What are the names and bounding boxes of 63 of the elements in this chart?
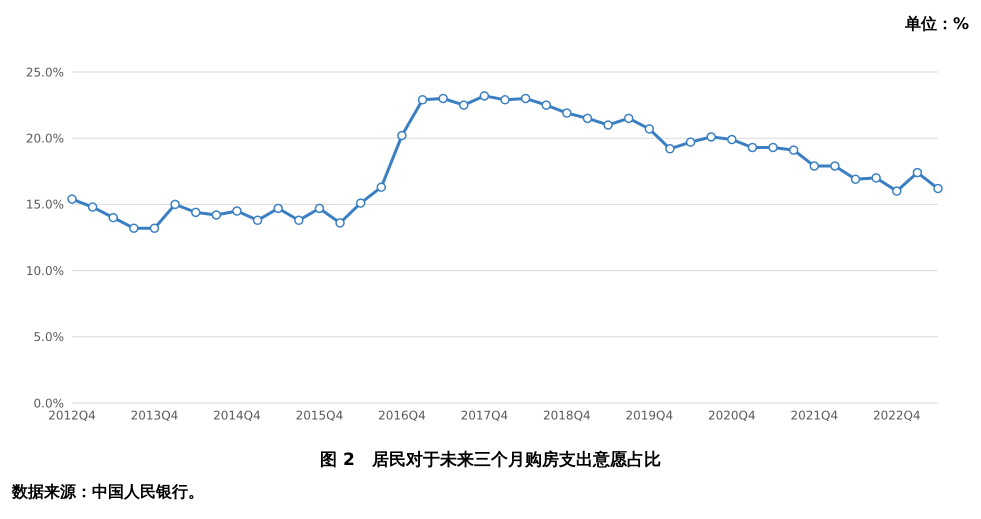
- point: [67, 194, 77, 204]
- point: [871, 173, 881, 183]
- y-tick-label: 5.0%: [34, 330, 64, 344]
- point: [356, 198, 366, 208]
- point: [686, 137, 696, 147]
- point: [108, 212, 118, 222]
- point: [582, 114, 592, 124]
- point: [933, 184, 943, 194]
- point: [727, 134, 737, 144]
- point: [850, 174, 860, 184]
- point: [438, 94, 448, 104]
- x-tick-label: 2015Q4: [296, 408, 344, 423]
- point: [500, 95, 510, 105]
- point: [418, 95, 428, 105]
- point: [273, 204, 283, 214]
- point: [190, 208, 200, 218]
- x-tick-label: 2013Q4: [130, 408, 178, 423]
- point: [212, 210, 222, 220]
- point: [892, 186, 902, 196]
- x-tick-label: 2022Q4: [872, 408, 921, 423]
- point: [624, 114, 634, 124]
- x-tick-label: 2021Q4: [790, 408, 838, 423]
- point: [644, 124, 654, 134]
- point: [294, 216, 304, 226]
- x-tick-label: 2017Q4: [460, 408, 508, 423]
- point: [768, 142, 778, 152]
- point: [788, 145, 798, 155]
- point: [810, 161, 820, 171]
- point: [520, 94, 530, 104]
- text: 单位：%: [904, 14, 969, 35]
- source-note: 数据来源：中国人民银行。: [12, 482, 204, 503]
- x-tick-label: 2014Q4: [213, 408, 261, 423]
- text: 图 2 居民对于未来三个月购房支出意愿占比: [319, 449, 662, 471]
- point: [232, 206, 242, 216]
- point: [129, 223, 139, 233]
- y-tick-label: 0.0%: [34, 396, 64, 410]
- x-tick-label: 2019Q4: [626, 408, 674, 423]
- point: [665, 144, 675, 154]
- point: [748, 142, 758, 152]
- y-tick-label: 10.0%: [26, 264, 64, 278]
- point: [541, 100, 551, 110]
- point: [397, 130, 407, 140]
- point: [376, 182, 386, 192]
- point: [912, 168, 922, 178]
- point: [88, 202, 98, 212]
- point: [314, 204, 324, 214]
- point: [706, 132, 716, 142]
- point: [480, 91, 490, 101]
- point: [459, 100, 469, 110]
- point: [252, 216, 262, 226]
- point: [170, 200, 180, 210]
- point: [830, 161, 840, 171]
- x-tick-label: 2016Q4: [378, 408, 426, 423]
- point: [150, 223, 160, 233]
- point: [562, 108, 572, 118]
- point: [603, 120, 613, 130]
- x-tick-label: 2018Q4: [543, 408, 591, 423]
- x-tick-label: 2020Q4: [708, 408, 756, 423]
- x-tick-label: 2012Q4: [48, 408, 96, 423]
- y-tick-label: 15.0%: [26, 198, 64, 212]
- y-tick-label: 20.0%: [26, 131, 64, 146]
- y-tick-label: 25.0%: [26, 65, 64, 80]
- point: [335, 218, 345, 228]
